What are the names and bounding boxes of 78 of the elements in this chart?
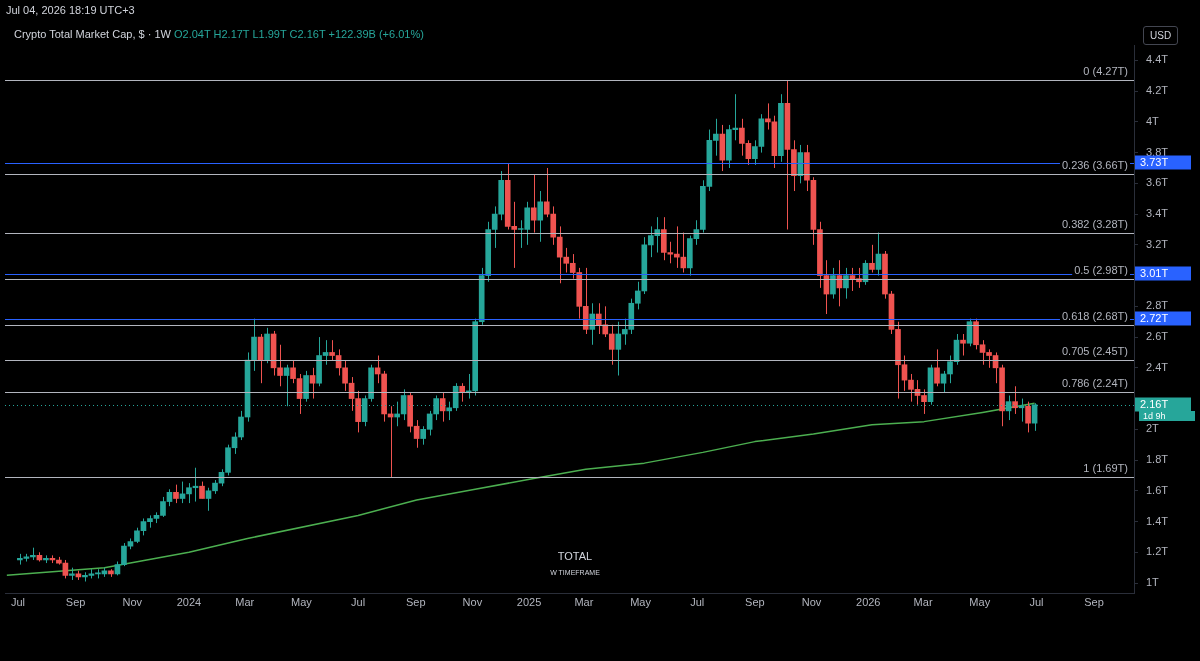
ref-line-label: 0.618 (2.68T)	[1061, 310, 1128, 323]
x-tick-label: Nov	[801, 596, 822, 609]
y-tick-label: 3.8T	[1146, 145, 1169, 158]
candlestick	[589, 302, 596, 346]
x-tick-label: Nov	[122, 596, 143, 609]
ref-line-label: 3.01T	[1140, 266, 1169, 279]
y-tick-label: 1.6T	[1146, 483, 1169, 496]
candlestick	[680, 232, 687, 274]
chart-subtitle: O2.04T H2.17T L1.99T C2.16T +122.39B (+6.01%)	[173, 28, 424, 40]
text: 1d 9h	[1139, 411, 1195, 421]
x-tick-label: May	[630, 596, 652, 609]
candlestick	[530, 173, 537, 234]
y-tick-label: 1.4T	[1146, 514, 1169, 527]
y-tick-label: 2T	[1146, 422, 1160, 435]
text: USD	[1143, 26, 1179, 45]
candlestick	[934, 348, 940, 387]
annotation: TOTAL	[557, 550, 593, 562]
candlestick	[459, 382, 466, 403]
y-tick-label: 3.4T	[1146, 207, 1169, 220]
x-tick-label: Mar	[235, 596, 255, 609]
ref-line-label: 0.5 (2.98T)	[1074, 264, 1128, 277]
y-tick-label: 3.2T	[1146, 237, 1169, 250]
x-tick-label: May	[291, 596, 313, 609]
ref-line-label: 0.382 (3.28T)	[1061, 218, 1128, 231]
x-tick-label: 2026	[856, 596, 881, 609]
candlestick	[309, 367, 316, 400]
candlestick	[869, 244, 875, 274]
y-tick-label: 2.4T	[1146, 360, 1169, 373]
x-tick-label: Mar	[574, 596, 594, 609]
x-tick-label: Jul	[10, 596, 26, 609]
ref-line-label: 3.73T	[1140, 155, 1169, 168]
candlestick	[173, 484, 179, 504]
x-tick-label: 2024	[176, 596, 202, 609]
candlestick	[608, 324, 615, 366]
x-tick-label: Jul	[351, 596, 366, 609]
ref-line-label: 2.16T	[1140, 397, 1169, 410]
chart-title: Crypto Total Market Cap, $ · 1W	[14, 28, 171, 40]
ref-line-label: 0.705 (2.45T)	[1061, 345, 1128, 358]
x-tick-label: Jul	[1029, 596, 1044, 609]
candlestick	[615, 321, 622, 377]
ref-line-label: 2.72T	[1140, 311, 1169, 324]
y-tick-label: 4.2T	[1146, 84, 1169, 97]
candlestick	[1025, 401, 1031, 433]
candlestick	[1012, 385, 1018, 415]
y-tick-label: 3.6T	[1146, 176, 1169, 189]
ref-line-label: 0.786 (2.24T)	[1061, 377, 1128, 390]
x-tick-label: Sep	[65, 596, 86, 609]
candlestick	[830, 267, 836, 300]
x-tick-label: Sep	[745, 596, 765, 609]
x-tick-label: Mar	[913, 596, 933, 609]
x-tick-label: Sep	[1084, 596, 1104, 609]
x-tick-label: Nov	[462, 596, 483, 609]
y-tick-label: 1.2T	[1146, 545, 1169, 558]
candlestick	[543, 167, 550, 218]
y-tick-label: 2.6T	[1146, 330, 1169, 343]
candlestick	[537, 190, 544, 243]
ref-line-label: 0.236 (3.66T)	[1061, 159, 1128, 172]
x-tick-label: 2025	[516, 596, 542, 609]
candlestick	[238, 410, 244, 441]
y-tick-label: 1.8T	[1146, 453, 1169, 466]
y-tick-label: 1T	[1146, 576, 1160, 589]
candlestick	[251, 318, 257, 372]
candlestick	[765, 102, 771, 131]
x-tick-label: Jul	[690, 596, 705, 609]
candlestick	[303, 370, 309, 403]
candlestick	[843, 267, 849, 300]
x-tick-label: May	[969, 596, 991, 609]
ref-line-label: 0 (4.27T)	[1083, 65, 1128, 78]
y-tick-label: 4T	[1146, 114, 1160, 127]
candlestick	[556, 225, 563, 284]
candlestick	[374, 355, 381, 384]
x-tick-label: Sep	[405, 596, 426, 609]
candlestick	[550, 205, 557, 246]
text: Jul 04, 2026 18:19 UTC+3	[6, 4, 135, 16]
y-tick-label: 4.4T	[1146, 53, 1169, 66]
y-tick-label: 2.8T	[1146, 299, 1169, 312]
candlestick	[960, 333, 966, 357]
ref-line-label: 1 (1.69T)	[1083, 462, 1128, 475]
